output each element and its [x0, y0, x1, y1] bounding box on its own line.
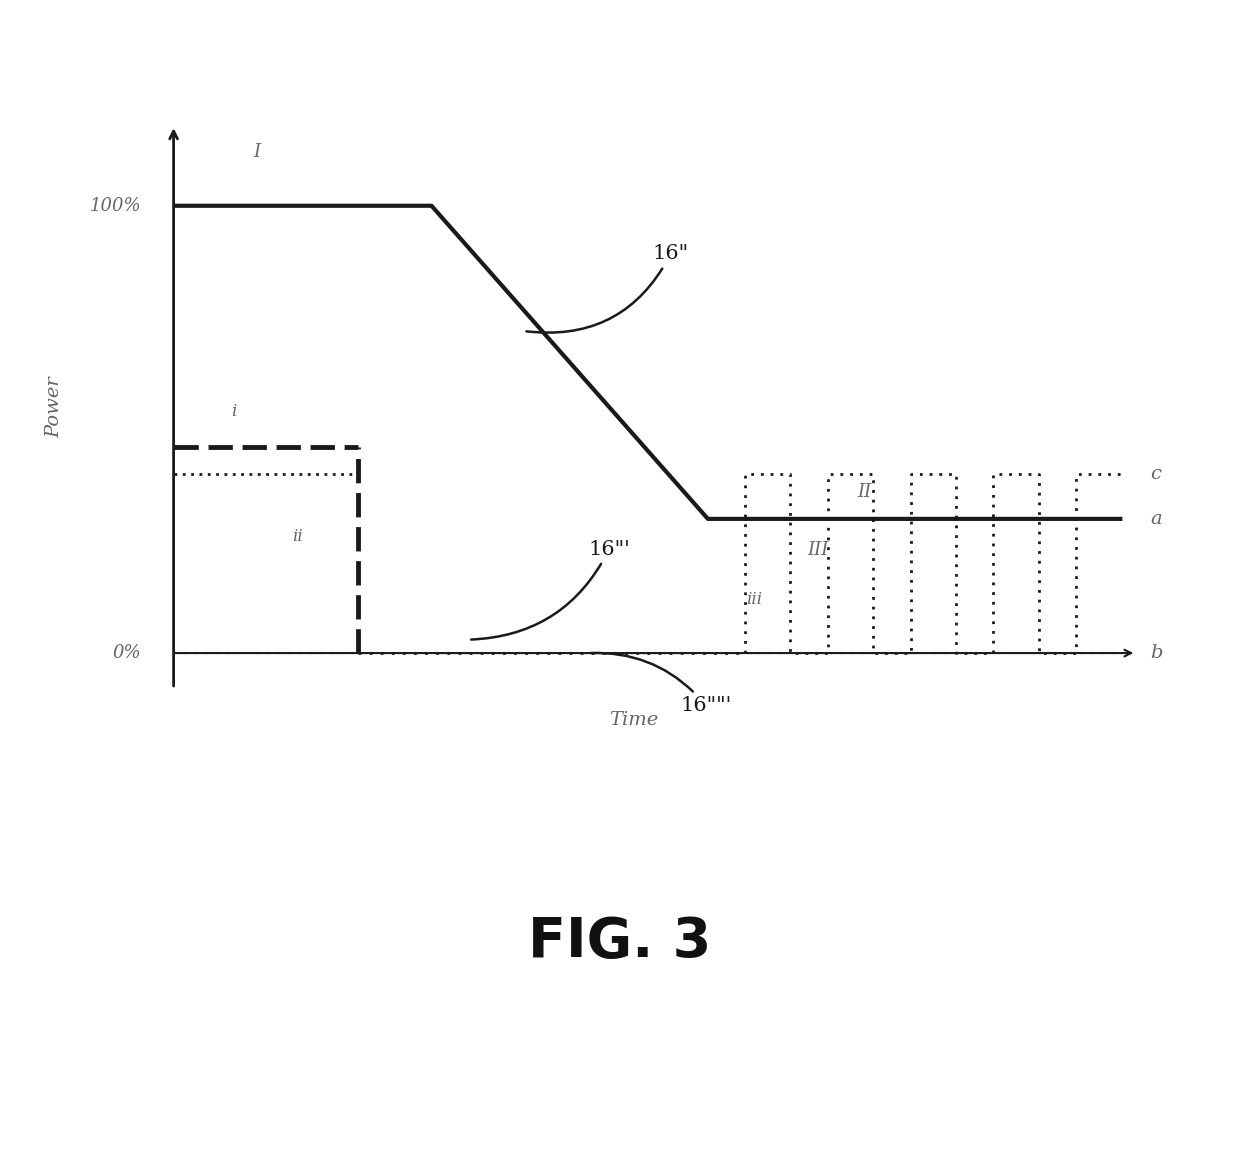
Text: 100%: 100%: [89, 197, 141, 215]
Text: 16": 16": [527, 244, 688, 333]
Text: I: I: [253, 143, 260, 162]
Text: i: i: [231, 404, 236, 420]
Text: FIG. 3: FIG. 3: [528, 915, 712, 969]
Text: Time: Time: [610, 711, 658, 729]
Text: a: a: [1149, 509, 1162, 528]
Text: II: II: [857, 483, 872, 501]
Text: III: III: [807, 541, 830, 559]
Text: c: c: [1149, 465, 1161, 483]
Text: Power: Power: [45, 376, 63, 438]
Text: iii: iii: [745, 591, 763, 608]
Text: ii: ii: [293, 528, 304, 545]
Text: 16"': 16"': [471, 540, 630, 640]
Text: b: b: [1149, 644, 1163, 662]
Text: 0%: 0%: [113, 644, 141, 662]
Text: 16""': 16""': [591, 652, 732, 715]
